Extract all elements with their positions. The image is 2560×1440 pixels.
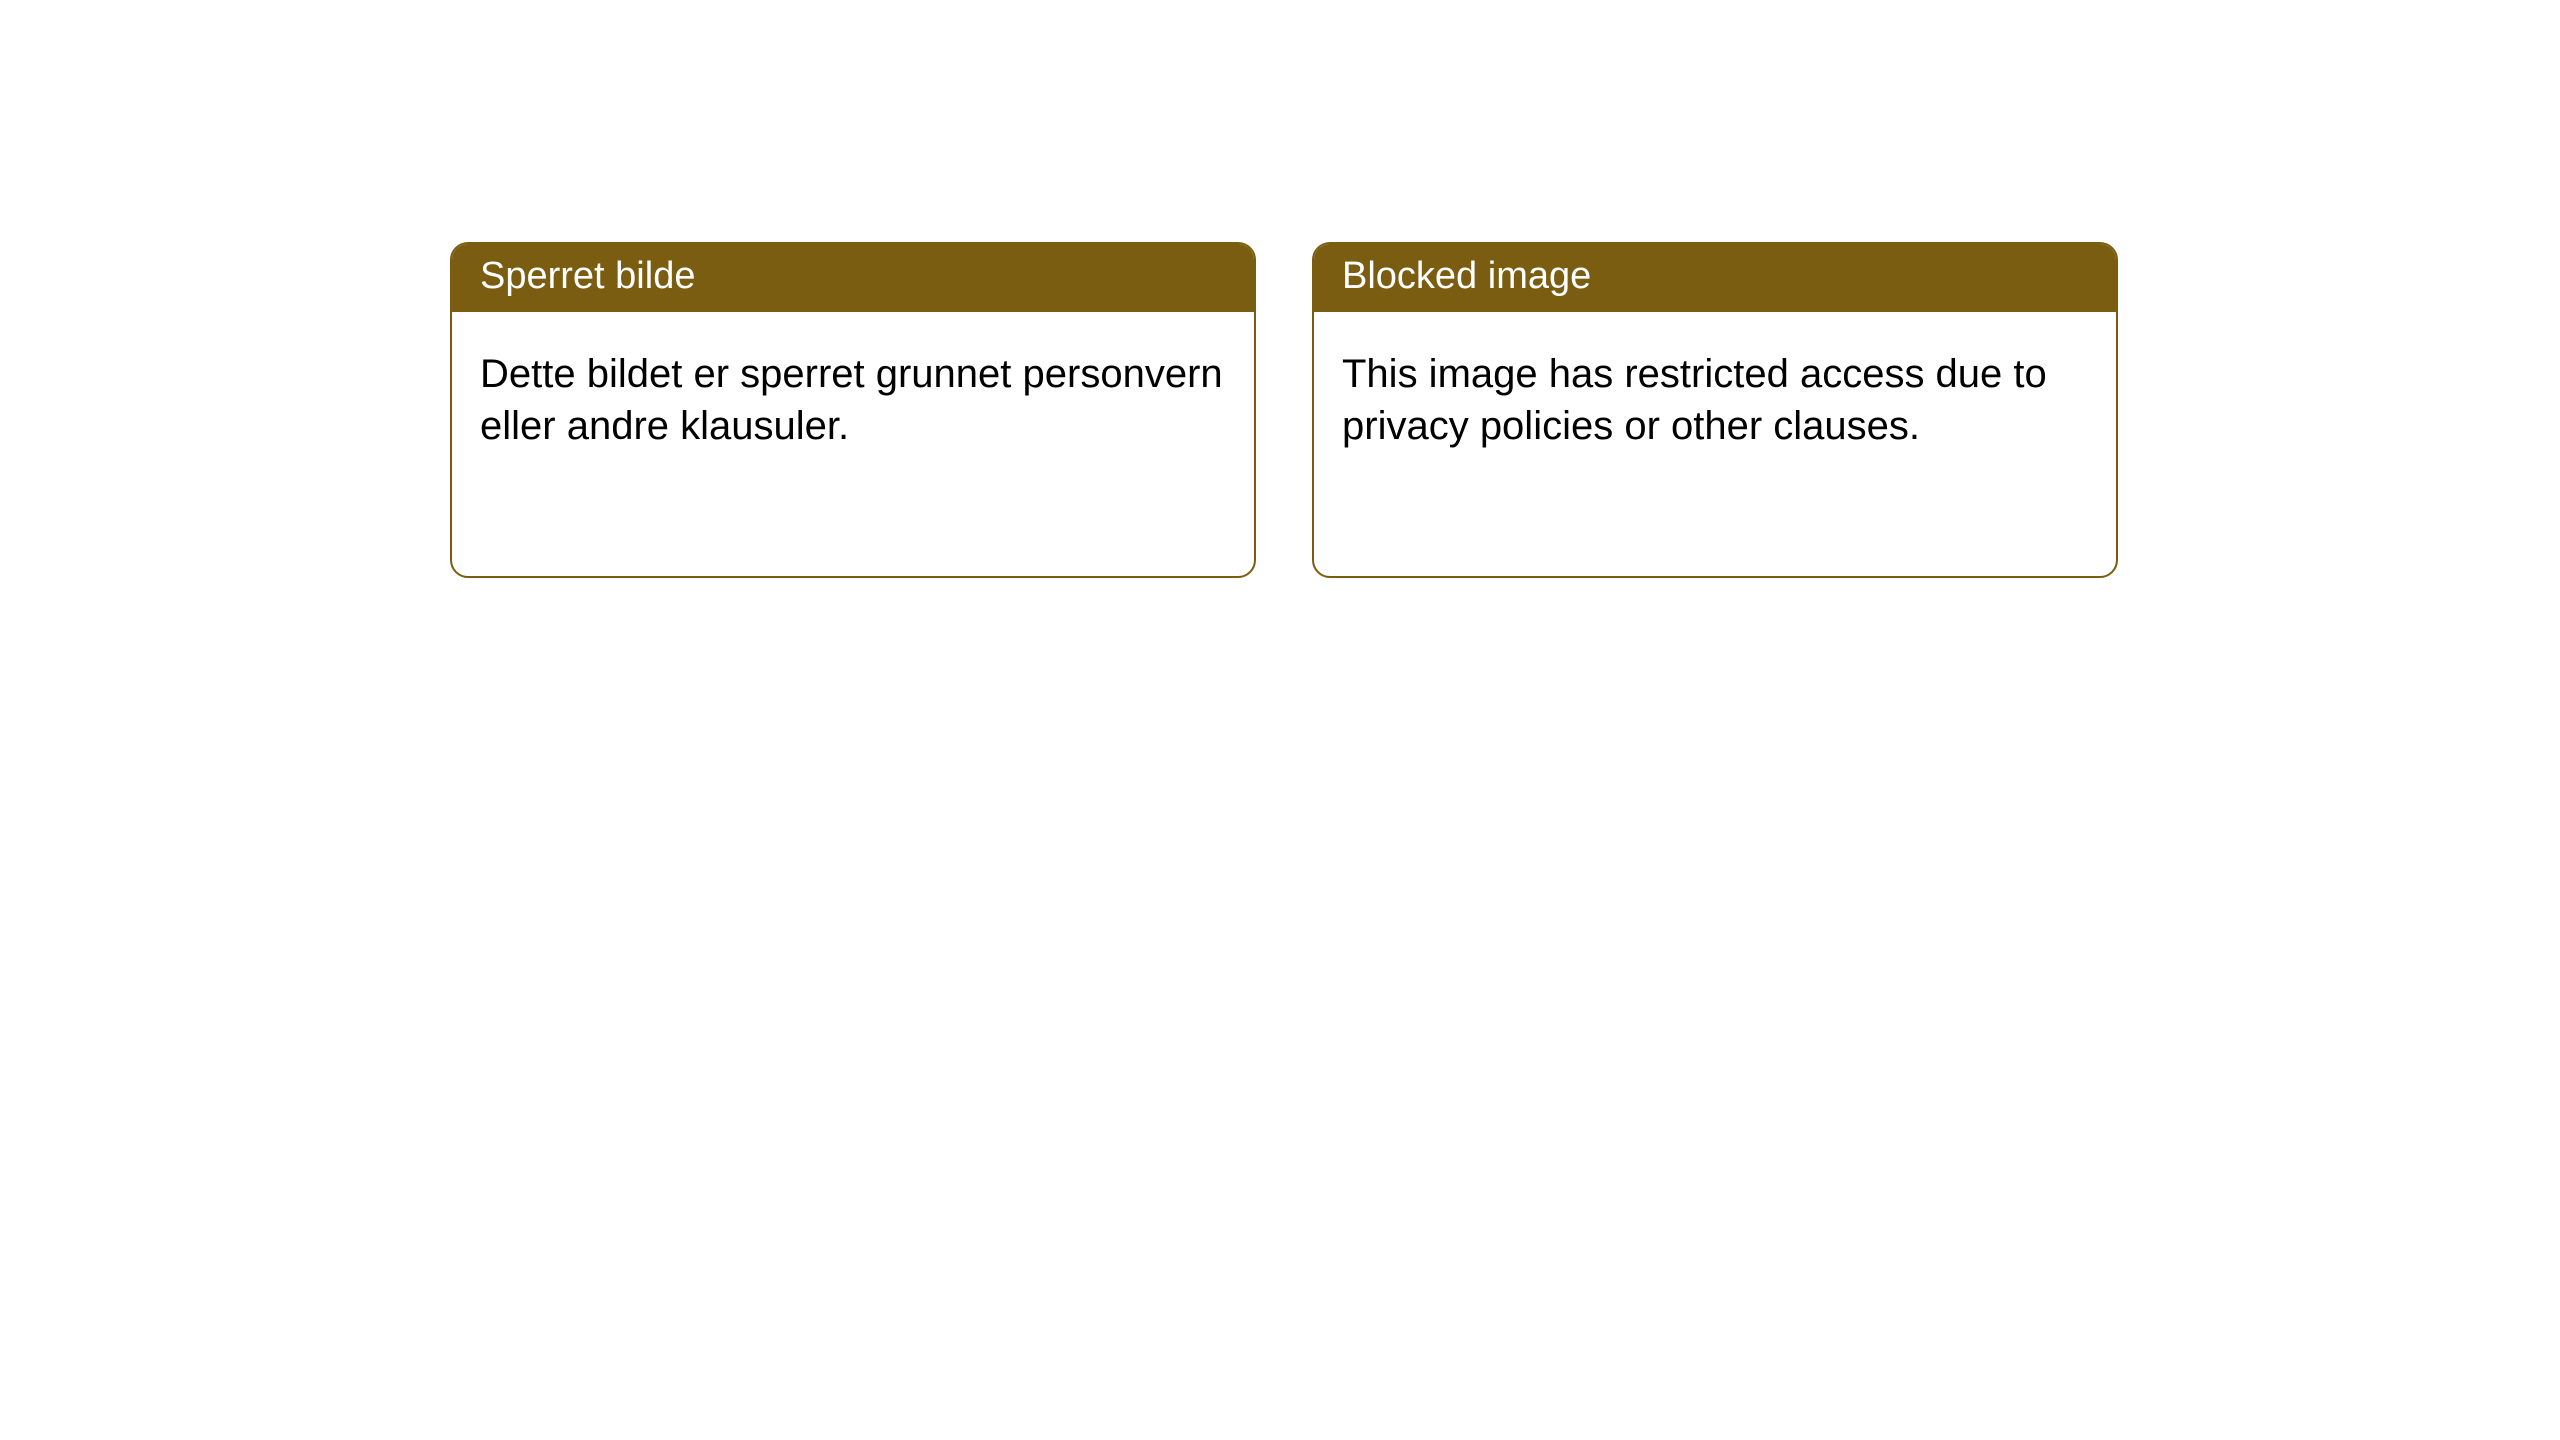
notice-body: Dette bildet er sperret grunnet personve…	[452, 312, 1254, 480]
notice-body-text: This image has restricted access due to …	[1342, 352, 2047, 448]
notice-container: Sperret bilde Dette bildet er sperret gr…	[0, 0, 2560, 578]
notice-body: This image has restricted access due to …	[1314, 312, 2116, 480]
notice-title: Blocked image	[1342, 255, 1591, 297]
notice-card-english: Blocked image This image has restricted …	[1312, 242, 2118, 578]
notice-header: Sperret bilde	[452, 244, 1254, 312]
notice-card-norwegian: Sperret bilde Dette bildet er sperret gr…	[450, 242, 1256, 578]
notice-title: Sperret bilde	[480, 255, 695, 297]
notice-body-text: Dette bildet er sperret grunnet personve…	[480, 352, 1223, 448]
notice-header: Blocked image	[1314, 244, 2116, 312]
